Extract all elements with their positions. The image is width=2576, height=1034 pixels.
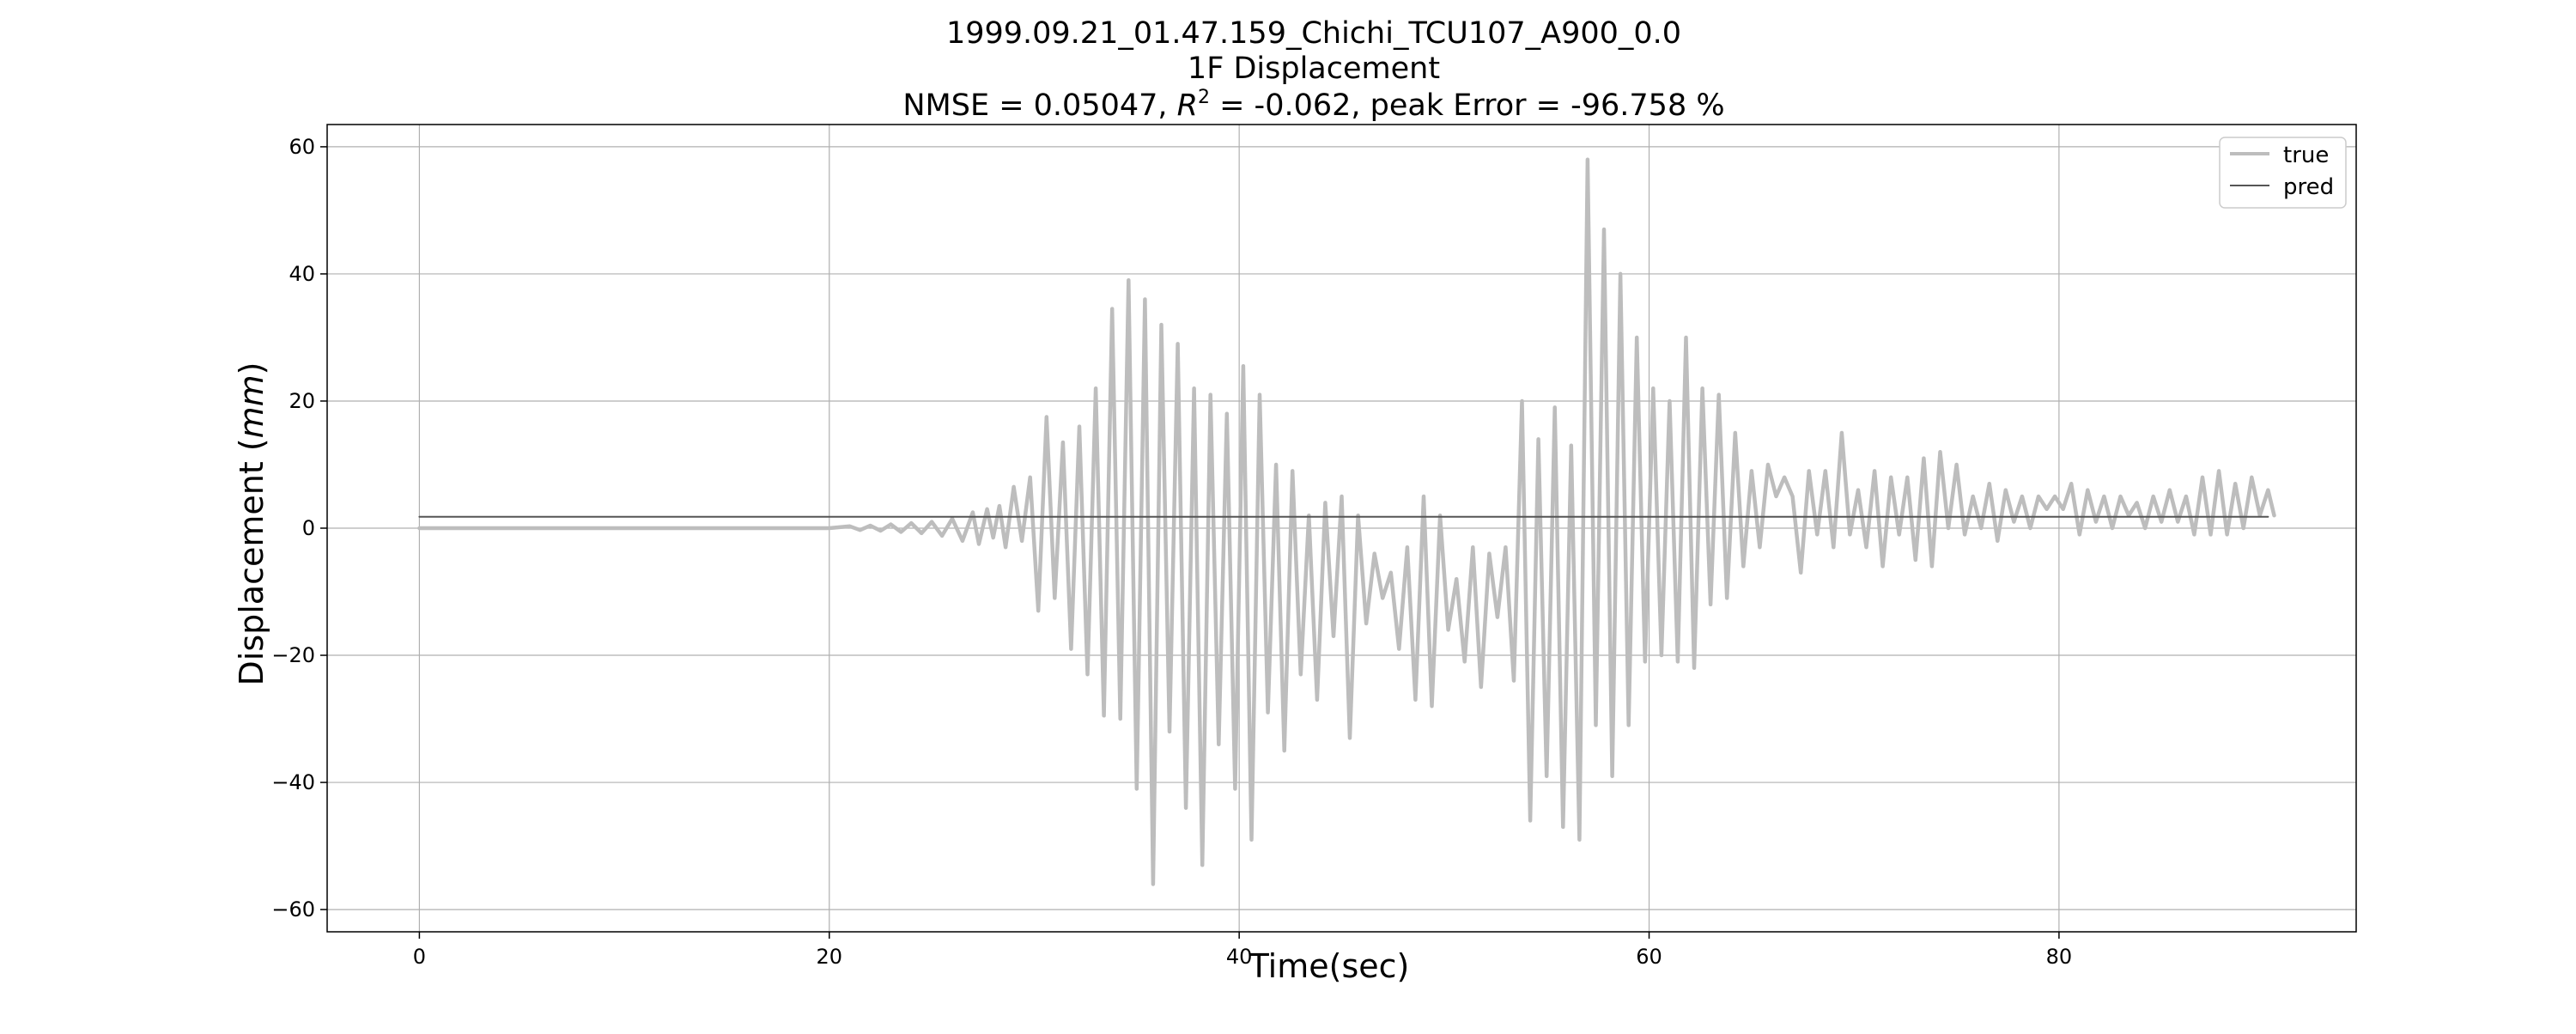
y-tick-label: 20	[289, 389, 315, 413]
series-layer	[417, 157, 2276, 886]
metrics-suffix: = -0.062, peak Error = -96.758 %	[1210, 88, 1725, 123]
x-tick-label: 0	[413, 945, 426, 969]
legend-true-label: true	[2283, 143, 2329, 168]
y-tick-label: −20	[271, 643, 315, 667]
y-tick-label: 40	[289, 262, 315, 286]
y-tick-label: −60	[271, 897, 315, 921]
y-axis-label-unit: mm	[233, 374, 270, 438]
legend: true pred	[2219, 137, 2347, 209]
x-tick-label: 40	[1226, 945, 1253, 969]
y-tick-label: 60	[289, 135, 315, 159]
x-tick-label: 80	[2046, 945, 2073, 969]
metrics-r2-exponent: 2	[1198, 87, 1210, 108]
axis-ticks: 0 20 40 60 80 −60 −40 −20 0 20 40 60	[271, 135, 2072, 969]
series-line-true	[417, 157, 2276, 886]
y-tick-label: −40	[271, 770, 315, 794]
chart-title-line-2: 1F Displacement	[1188, 52, 1440, 86]
y-axis-label-text: Displacement (	[233, 438, 270, 685]
chart-metrics-line: NMSE = 0.05047, R2 = -0.062, peak Error …	[902, 87, 1724, 123]
metrics-r2-symbol: R	[1177, 88, 1198, 123]
y-axis-label-close: )	[233, 362, 270, 374]
y-tick-label: 0	[302, 516, 315, 540]
chart-title-line-1: 1999.09.21_01.47.159_Chichi_TCU107_A900_…	[946, 16, 1681, 51]
legend-pred-label: pred	[2283, 174, 2334, 200]
x-axis-label: Time(sec)	[1249, 947, 1410, 985]
x-tick-label: 60	[1636, 945, 1662, 969]
y-axis-label: Displacement (mm)	[233, 362, 270, 685]
metrics-prefix: NMSE = 0.05047,	[902, 88, 1176, 123]
x-tick-label: 20	[817, 945, 843, 969]
